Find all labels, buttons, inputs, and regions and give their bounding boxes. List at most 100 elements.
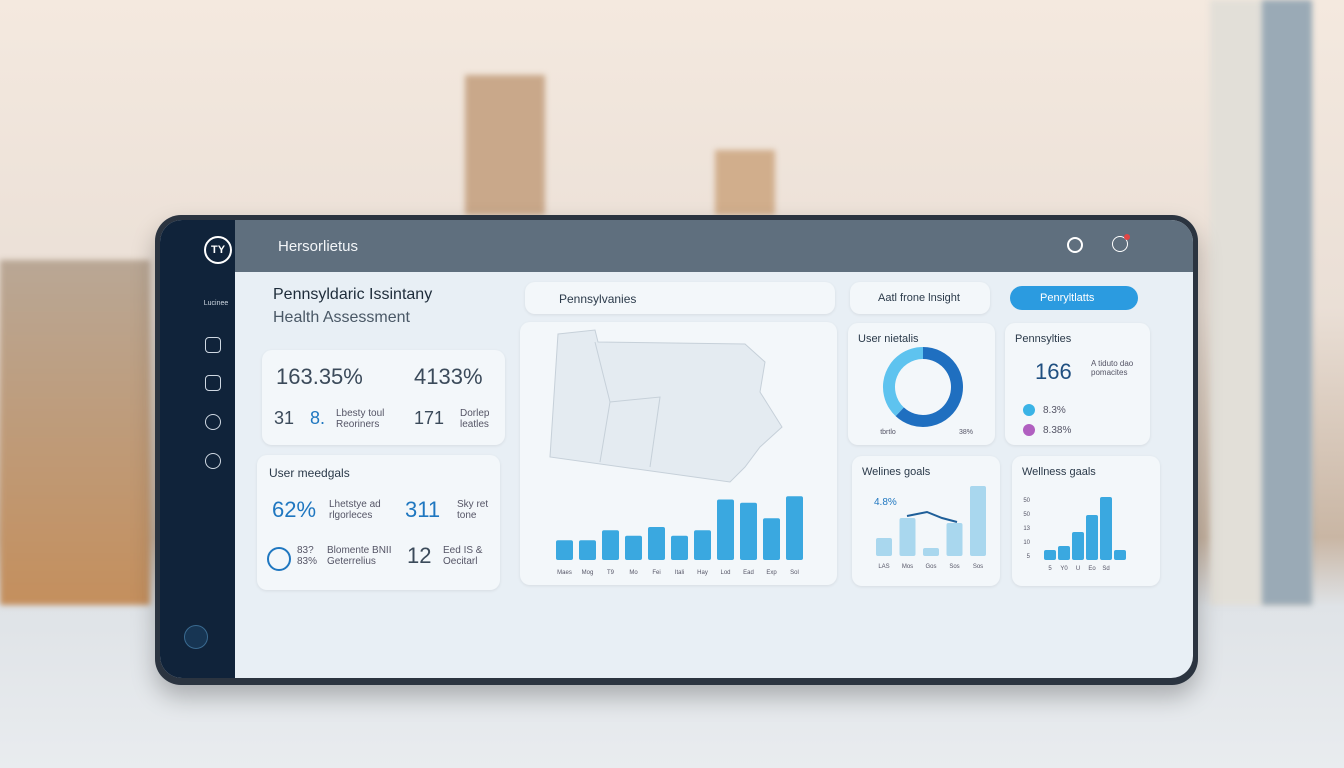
x-tick-label: Mog <box>582 570 594 576</box>
window-frame <box>1262 0 1312 605</box>
nav-icon[interactable] <box>205 337 221 353</box>
bar <box>899 518 916 556</box>
wellness-card: Welines goals 4.8% LAS Mos Gos Sos Sos <box>852 456 1000 586</box>
x-tick-label: Eo <box>1088 566 1096 572</box>
card-title: Pennsylties <box>1015 333 1072 345</box>
primary-button[interactable]: Penryltlatts <box>1010 286 1138 310</box>
wellness-card: Wellness gaals 5 Y0 U Eo Sd 50 50 13 10 5 <box>1012 456 1160 586</box>
annotation: 4.8% <box>874 497 897 508</box>
x-tick-label: Gos <box>925 564 936 570</box>
donut-chart: tbrtlo 38% <box>880 347 973 436</box>
wellness-chart: LAS Mos Gos Sos Sos <box>876 486 986 570</box>
y-tick-label: 5 <box>1027 554 1031 560</box>
bar <box>1058 546 1070 560</box>
sidebar: TY Lucinee <box>160 220 235 678</box>
legend-swatch <box>1023 404 1035 416</box>
x-tick-label: T9 <box>607 570 615 576</box>
card-title: Wellness gaals <box>1022 466 1096 478</box>
page-title: Pennsyldaric Issintany <box>273 286 433 303</box>
x-tick-label: Y0 <box>1060 566 1068 572</box>
map-panel: Maes Mog T9 Mo Fei Itali Hay Lod Ead Exp Sol <box>520 322 837 585</box>
bar <box>923 548 939 556</box>
bar <box>694 530 711 560</box>
stat: 62% <box>272 497 317 522</box>
stat: 8. <box>310 408 326 428</box>
card-title: User nietalis <box>858 333 919 345</box>
x-tick-label: Itali <box>675 570 684 576</box>
x-tick-label: LAS <box>878 564 889 570</box>
x-tick-label: Fei <box>652 570 660 576</box>
wellness-chart: 5 Y0 U Eo Sd 50 50 13 10 5 <box>1023 497 1126 572</box>
map-chart: Maes Mog T9 Mo Fei Itali Hay Lod Ead Exp Sol <box>549 329 803 576</box>
x-tick-label: Lod <box>720 570 730 576</box>
legend-label: 8.38% <box>1043 425 1072 436</box>
card-title: Welines goals <box>862 466 931 478</box>
donut-card: User nietalis tbrtlo 38% <box>848 323 995 445</box>
y-tick-label: 50 <box>1023 512 1030 518</box>
y-tick-label: 13 <box>1023 526 1030 532</box>
county-lines <box>594 341 661 468</box>
stat: 31 <box>274 408 295 428</box>
button-text: Aatl frone lnsight <box>878 292 960 304</box>
x-tick-label: Exp <box>766 570 777 576</box>
bar <box>1072 532 1084 560</box>
insight-button[interactable]: Aatl frone lnsight <box>850 282 990 314</box>
x-tick-label: Ead <box>743 570 754 576</box>
profile-button[interactable] <box>184 625 208 649</box>
x-tick-label: Sos <box>949 564 959 570</box>
stat: 171 <box>414 408 445 428</box>
stat-label: Blomente BNII Geterrelius <box>327 545 392 567</box>
state-map <box>549 329 783 483</box>
donut-segment <box>895 347 963 427</box>
nav-icon[interactable] <box>205 453 221 469</box>
bar <box>740 502 757 560</box>
donut-label: tbrtlo <box>880 429 896 436</box>
stat: 4133% <box>414 364 483 389</box>
stat: 12 <box>407 543 432 568</box>
bar <box>946 523 963 556</box>
stat-label: Sky ret tone <box>457 499 489 521</box>
goal-icon <box>267 547 291 571</box>
search-icon[interactable] <box>1067 237 1083 253</box>
bar <box>579 540 596 560</box>
building <box>715 150 775 215</box>
x-tick-label: Maes <box>557 570 572 576</box>
notification-dot <box>1124 234 1130 240</box>
x-tick-label: Mos <box>902 564 913 570</box>
nav-label: Lucinee <box>203 300 229 307</box>
x-tick-label: 5 <box>1048 566 1052 572</box>
bar <box>786 496 803 560</box>
bar <box>671 535 688 560</box>
y-tick-label: 50 <box>1023 498 1030 504</box>
bar <box>625 535 642 560</box>
stat-label: Lbesty toul Reoriners <box>336 408 385 430</box>
tablet: TY Lucinee Hersorlietus Pennsyldaric Iss… <box>155 215 1198 685</box>
x-tick-label: Mo <box>629 570 638 576</box>
stats-card: 163.35% 4133% 31 8. Lbesty toul Reoriner… <box>262 350 505 445</box>
bar <box>763 518 780 560</box>
bar <box>1114 550 1126 560</box>
x-tick-label: Sol <box>790 570 799 576</box>
donut-label: 38% <box>959 429 973 436</box>
bar <box>556 540 573 560</box>
header: Hersorlietus <box>235 220 1193 272</box>
button-text: Penryltlatts <box>1040 292 1095 304</box>
stat: 163.35% <box>276 364 363 389</box>
summary-value: 166 <box>1035 359 1072 384</box>
page-subtitle: Health Assessment <box>273 309 410 326</box>
building <box>465 75 545 215</box>
nav-icon[interactable] <box>205 375 221 391</box>
logo: TY <box>204 236 232 264</box>
stat: 311 <box>405 497 441 522</box>
stat-label: Lhetstye ad rlgorleces <box>329 499 381 521</box>
search-bar[interactable]: Pennsylvanies <box>525 282 835 314</box>
notification-icon[interactable] <box>1112 236 1128 252</box>
donut-segment <box>883 347 924 417</box>
nav-icon[interactable] <box>205 414 221 430</box>
legend-swatch <box>1023 424 1035 436</box>
y-tick-label: 10 <box>1023 540 1030 546</box>
bar <box>970 486 986 556</box>
summary-card: Pennsylties 166 A tiduto dao pomacites 8… <box>1005 323 1150 445</box>
x-tick-label: Sd <box>1102 566 1109 572</box>
